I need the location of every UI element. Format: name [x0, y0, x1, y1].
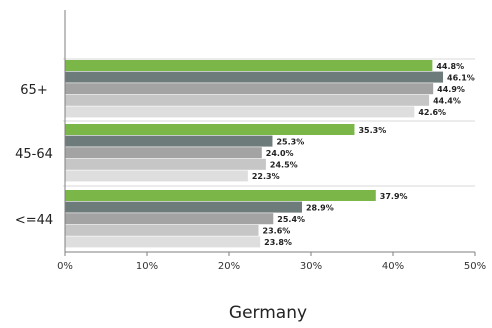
data-label: 25.4% [277, 215, 305, 224]
bar [65, 83, 434, 95]
data-label: 35.3% [358, 126, 386, 135]
data-label: 44.9% [437, 85, 465, 94]
bar [65, 147, 262, 159]
bar [65, 71, 444, 83]
bar [65, 60, 433, 71]
data-label: 44.4% [433, 97, 461, 106]
x-tick-label: 40% [382, 261, 404, 272]
data-label: 23.8% [264, 238, 292, 247]
data-label: 24.0% [266, 149, 294, 158]
bar [65, 224, 259, 236]
x-tick-label: 10% [136, 261, 158, 272]
bar [65, 236, 261, 248]
bar [65, 213, 274, 225]
chart-title: Germany [229, 303, 307, 323]
x-tick-label: 20% [218, 261, 240, 272]
bar [65, 190, 376, 201]
data-label: 24.5% [270, 161, 298, 170]
x-tick-label: 30% [300, 261, 322, 272]
data-label: 25.3% [276, 137, 304, 146]
bar [65, 158, 266, 170]
data-label: 37.9% [380, 192, 408, 201]
x-tick-label: 0% [57, 261, 73, 272]
data-label: 46.1% [447, 73, 475, 82]
bar [65, 94, 430, 106]
bar [65, 135, 273, 147]
data-label: 23.6% [263, 227, 291, 236]
data-label: 44.8% [436, 62, 464, 71]
data-label: 42.6% [418, 108, 446, 117]
bar [65, 106, 415, 118]
data-label: 28.9% [306, 203, 334, 212]
axes-layer: 65+ 45-64 <=44 0% 10% 20% 30% 40% 50% [15, 10, 486, 272]
x-tick-label: 50% [464, 261, 486, 272]
bar [65, 124, 355, 135]
category-label: 65+ [20, 83, 47, 98]
category-label: <=44 [15, 213, 53, 228]
data-label: 22.3% [252, 172, 280, 181]
bar [65, 201, 302, 213]
bars-layer: 44.8% 46.1% 44.9% 44.4% 42.6% 35.3% 25.3% 24.0%… [65, 60, 475, 248]
category-label: 45-64 [15, 147, 53, 162]
bar [65, 170, 248, 182]
